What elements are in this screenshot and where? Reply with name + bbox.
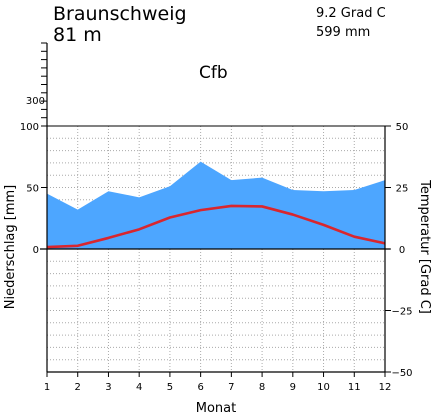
station-name: Braunschweig	[53, 3, 187, 25]
temp-tick-label: −25	[391, 307, 412, 318]
precip-tick-label: 50	[26, 184, 39, 195]
climate-class: Cfb	[199, 63, 228, 83]
x-tick-label: 12	[379, 382, 392, 393]
temp-tick-label: 0	[399, 245, 405, 256]
temp-tick-label: −50	[391, 368, 412, 379]
mean-temperature: 9.2 Grad C	[316, 6, 386, 21]
x-axis-label: Monat	[196, 401, 236, 416]
temp-tick-label: 50	[396, 122, 409, 133]
x-tick-label: 6	[197, 382, 203, 393]
station-elevation: 81 m	[53, 24, 102, 46]
precip-layer	[46, 161, 386, 249]
upper-precip-scale: 300	[26, 42, 48, 127]
x-tick-label: 1	[44, 382, 50, 393]
precip-tick-label: 0	[33, 245, 39, 256]
temperature-line	[46, 204, 386, 249]
annual-precipitation: 599 mm	[316, 25, 370, 40]
x-tick-label: 3	[105, 382, 111, 393]
x-tick-label: 4	[136, 382, 142, 393]
x-tick-label: 10	[317, 382, 330, 393]
x-tick-label: 5	[167, 382, 173, 393]
x-tick-label: 8	[259, 382, 265, 393]
temp-tick-label: 25	[396, 184, 409, 195]
y-axis-label-left: Niederschlag [mm]	[3, 185, 18, 310]
x-tick-label: 9	[290, 382, 296, 393]
precip-tick-label: 100	[20, 122, 39, 133]
precip-tick-label-300: 300	[26, 96, 45, 107]
y-axis-label-right: Temperatur [Grad C]	[417, 179, 432, 314]
precip-area	[47, 161, 385, 249]
x-tick-label: 2	[75, 382, 81, 393]
x-tick-label: 11	[348, 382, 361, 393]
x-tick-label: 7	[228, 382, 234, 393]
